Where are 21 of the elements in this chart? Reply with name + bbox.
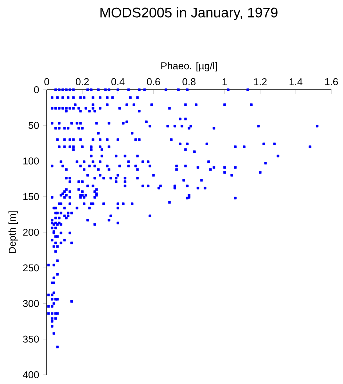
x-tick-label: 0.2 bbox=[76, 78, 90, 86]
y-tick-label: 250 bbox=[23, 264, 40, 272]
y-tick-label: 200 bbox=[23, 228, 40, 236]
x-tick-label: 0.8 bbox=[182, 78, 196, 86]
x-tick-label: 1.4 bbox=[290, 78, 303, 86]
y-tick-label: 150 bbox=[24, 193, 40, 200]
y-tick-label: 350 bbox=[23, 336, 40, 343]
x-axis-title: Phaeo. [µg/l] bbox=[162, 62, 218, 72]
y-axis-title: Depth [m] bbox=[8, 212, 18, 254]
x-tick-label: 0.4 bbox=[112, 78, 125, 86]
x-tick-label: 1 bbox=[222, 78, 228, 86]
y-tick-label: 0 bbox=[34, 86, 40, 94]
y-tick-label: 100 bbox=[24, 158, 40, 165]
y-tick-label: 300 bbox=[23, 300, 40, 308]
x-tick-label: 0 bbox=[44, 78, 50, 86]
y-tick-label: 400 bbox=[23, 371, 40, 379]
x-tick-label: 1.6 bbox=[325, 78, 338, 86]
x-tick-label: 0.6 bbox=[147, 78, 160, 86]
y-tick-label: 50 bbox=[28, 122, 40, 130]
x-tick-label: 1.2 bbox=[254, 78, 267, 86]
chart-title: MODS2005 in January, 1979 bbox=[100, 7, 278, 20]
